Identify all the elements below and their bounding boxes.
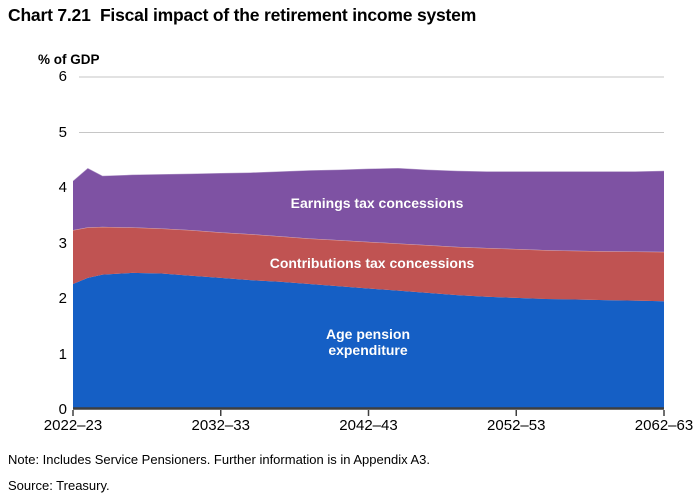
stacked-area-plot xyxy=(72,76,665,416)
series-label-contributions-tax-concessions: Contributions tax concessions xyxy=(269,255,475,271)
chart-title: Chart 7.21 Fiscal impact of the retireme… xyxy=(8,5,477,25)
y-axis-unit-label: % of GDP xyxy=(38,52,100,67)
x-tick-label-2022: 2022–23 xyxy=(43,417,103,434)
y-tick-label-1: 1 xyxy=(58,345,67,363)
y-tick-label-0: 0 xyxy=(58,401,67,418)
series-label-earnings-tax-concessions: Earnings tax concessions xyxy=(290,195,464,211)
y-tick-label-2: 2 xyxy=(58,290,67,307)
x-tick-label-2062: 2062–63 xyxy=(634,417,694,434)
y-tick-label-5: 5 xyxy=(58,123,67,141)
x-tick-label-2052: 2052–53 xyxy=(487,417,546,434)
x-tick-label-2042: 2042–43 xyxy=(339,417,398,434)
chart-source: Source: Treasury. xyxy=(8,478,110,493)
series-label-age-pension-expenditure: Age pension expenditure xyxy=(325,326,410,358)
y-tick-label-4: 4 xyxy=(58,179,67,196)
area-earnings-tax-concessions xyxy=(73,168,664,252)
y-tick-label-6: 6 xyxy=(58,68,67,85)
band-separator-2 xyxy=(72,167,665,182)
chart-note: Note: Includes Service Pensioners. Furth… xyxy=(8,452,430,467)
y-tick-label-3: 3 xyxy=(58,234,67,252)
area-age-pension-expenditure xyxy=(73,272,664,409)
x-tick-label-2032: 2032–33 xyxy=(191,417,250,434)
area-contributions-tax-concessions xyxy=(73,226,664,302)
